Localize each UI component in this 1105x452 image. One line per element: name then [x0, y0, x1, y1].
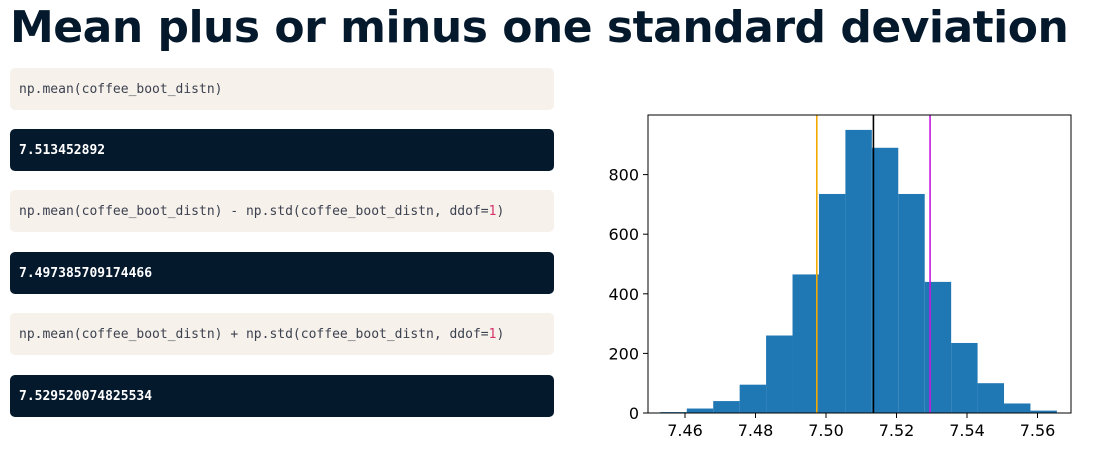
plot-frame: [647, 114, 1072, 414]
code-text-after: ): [496, 326, 505, 342]
output-cell-mean-minus-std: 7.497385709174466: [10, 252, 554, 294]
code-text-after: ): [496, 203, 505, 219]
histogram-bar: [713, 401, 740, 413]
histogram-bar: [871, 147, 899, 413]
histogram-bar: [739, 384, 767, 413]
code-number: 1: [488, 326, 497, 342]
x-tick-label: 7.54: [949, 421, 985, 440]
x-tick-label: 7.52: [879, 421, 915, 440]
x-tick-label: 7.48: [738, 421, 774, 440]
code-cell-mean-minus-std[interactable]: np.mean(coffee_boot_distn) - np.std(coff…: [10, 190, 554, 232]
histogram-bar: [951, 342, 978, 413]
histogram-bar: [1004, 403, 1031, 413]
output-text: 7.497385709174466: [19, 265, 153, 281]
histogram-bar: [792, 274, 819, 413]
y-tick-label: 600: [608, 225, 639, 244]
code-number: 1: [488, 203, 497, 219]
histogram-bar: [977, 383, 1005, 413]
y-tick-label: 400: [608, 285, 639, 304]
x-tick-label: 7.46: [667, 421, 703, 440]
histogram-bar: [818, 193, 846, 413]
code-cell-mean-plus-std[interactable]: np.mean(coffee_boot_distn) + np.std(coff…: [10, 313, 554, 355]
code-cell-mean[interactable]: np.mean(coffee_boot_distn): [10, 68, 554, 110]
histogram-bar: [686, 408, 714, 413]
output-cell-mean: 7.513452892: [10, 129, 554, 171]
y-tick-label: 0: [629, 404, 639, 423]
x-tick-label: 7.50: [808, 421, 844, 440]
histogram-chart: 7.46 7.48 7.50 7.52 7.54 7.56 0 200 400 600 800: [608, 114, 1072, 440]
output-text: 7.529520074825534: [19, 388, 153, 404]
code-text: np.mean(coffee_boot_distn): [19, 81, 223, 97]
output-cell-mean-plus-std: 7.529520074825534: [10, 375, 554, 417]
y-tick-label: 200: [608, 344, 639, 363]
histogram-bar: [924, 281, 952, 413]
histogram-bar: [1030, 410, 1057, 413]
histogram-bar: [845, 129, 872, 413]
histogram-bar: [766, 335, 793, 413]
page-title: Mean plus or minus one standard deviatio…: [10, 2, 1069, 53]
histogram-bar: [898, 193, 925, 413]
code-text-before: np.mean(coffee_boot_distn) + np.std(coff…: [19, 326, 489, 342]
output-text: 7.513452892: [19, 142, 106, 158]
code-text-before: np.mean(coffee_boot_distn) - np.std(coff…: [19, 203, 489, 219]
x-tick-label: 7.56: [1020, 421, 1056, 440]
y-tick-label: 800: [608, 166, 639, 185]
